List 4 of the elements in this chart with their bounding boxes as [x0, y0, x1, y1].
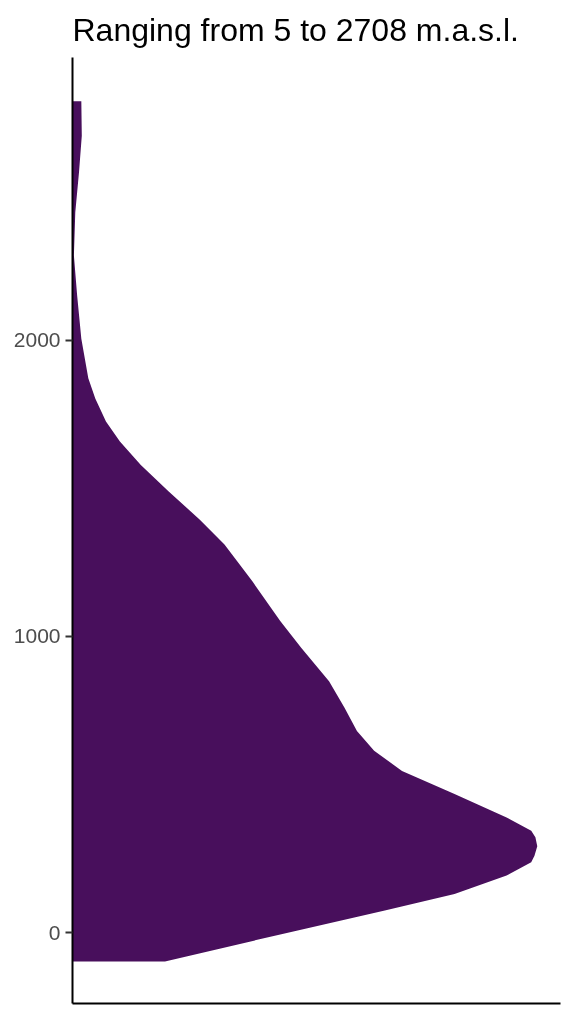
chart-title: Ranging from 5 to 2708 m.a.s.l.: [72, 12, 519, 48]
y-tick-label: 2000: [13, 328, 61, 352]
y-tick-label: 0: [48, 920, 61, 944]
y-tick-label: 1000: [13, 624, 61, 648]
